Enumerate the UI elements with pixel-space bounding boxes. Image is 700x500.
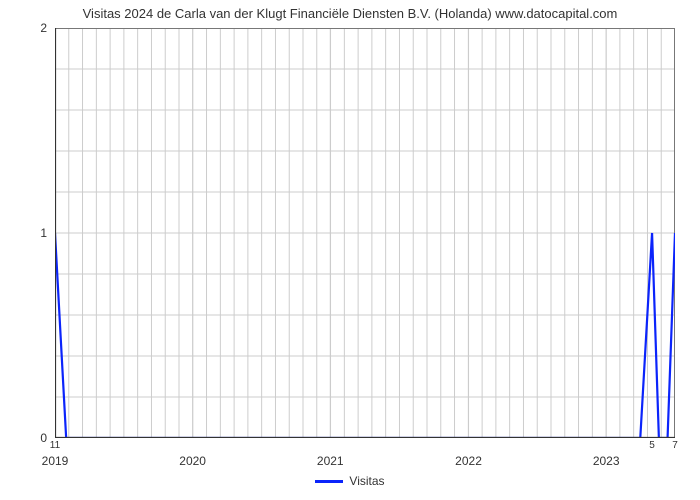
data-point-label: 7 (672, 440, 678, 451)
x-tick-label: 2020 (179, 454, 206, 468)
x-tick-label: 2022 (455, 454, 482, 468)
line-chart-svg (55, 28, 675, 438)
legend-label: Visitas (349, 474, 384, 488)
y-tick-label: 2 (17, 21, 47, 35)
plot-area (55, 28, 675, 438)
data-point-label: 11 (50, 440, 60, 451)
x-tick-label: 2019 (42, 454, 69, 468)
chart-title: Visitas 2024 de Carla van der Klugt Fina… (0, 6, 700, 21)
data-point-label: 5 (649, 440, 655, 451)
legend-swatch (315, 480, 343, 483)
legend: Visitas (0, 474, 700, 488)
chart-container: Visitas 2024 de Carla van der Klugt Fina… (0, 0, 700, 500)
y-tick-label: 0 (17, 431, 47, 445)
y-tick-label: 1 (17, 226, 47, 240)
x-tick-label: 2023 (593, 454, 620, 468)
x-tick-label: 2021 (317, 454, 344, 468)
